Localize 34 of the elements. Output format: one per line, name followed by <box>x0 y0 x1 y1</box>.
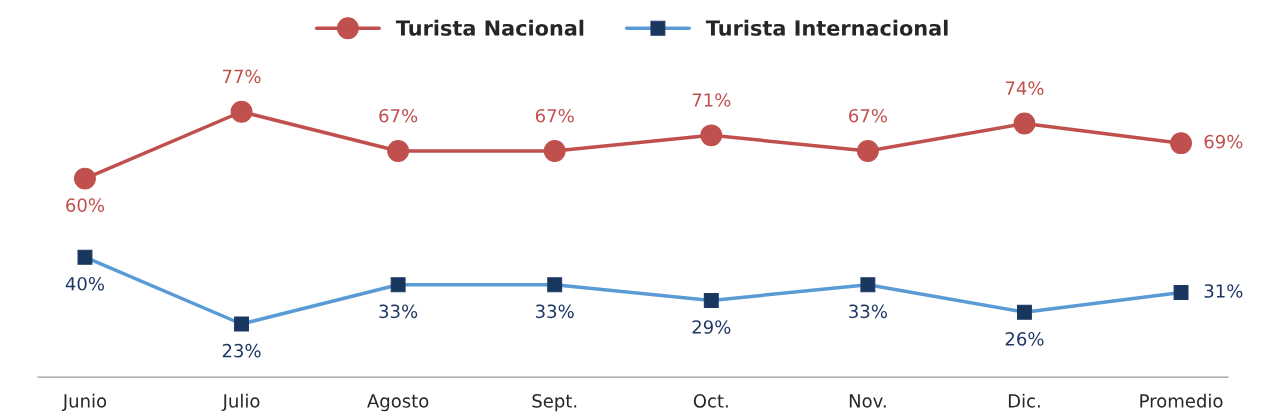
x-tick-label: Julio <box>221 393 260 412</box>
point <box>74 167 96 190</box>
point <box>230 100 253 123</box>
data-label: 23% <box>222 343 261 358</box>
data-label: 26% <box>1005 332 1044 346</box>
data-label: 60% <box>66 198 105 212</box>
data-label: 71% <box>692 93 731 107</box>
point <box>1170 132 1192 155</box>
data-label: 33% <box>536 304 574 319</box>
data-label: 67% <box>379 108 418 123</box>
point <box>700 124 723 147</box>
x-tick-label: Promedio <box>1140 393 1223 408</box>
data-label: 69% <box>1204 134 1243 149</box>
x-tick-label: Agosto <box>367 394 429 412</box>
data-label: 67% <box>849 108 887 123</box>
x-tick-label: Dic. <box>1008 393 1040 408</box>
x-tick-label: Sept. <box>532 394 577 412</box>
x-tick-label: Oct. <box>693 394 728 408</box>
point <box>543 140 566 162</box>
legend-label: Turista Internacional <box>705 19 948 36</box>
data-label: 77% <box>222 69 261 84</box>
point <box>387 140 410 162</box>
x-tick-label: Nov. <box>849 394 886 408</box>
point <box>856 140 879 162</box>
data-label: 29% <box>692 320 731 334</box>
legend-label: Turista Nacional <box>395 19 584 36</box>
data-label: 33% <box>379 304 418 319</box>
data-label: 40% <box>65 276 105 291</box>
data-label: 33% <box>849 304 887 319</box>
point <box>1013 112 1036 135</box>
data-label: 74% <box>1005 81 1044 96</box>
data-label: 67% <box>535 108 574 123</box>
data-label: 31% <box>1204 284 1243 298</box>
x-tick-label: Junio <box>61 393 107 412</box>
